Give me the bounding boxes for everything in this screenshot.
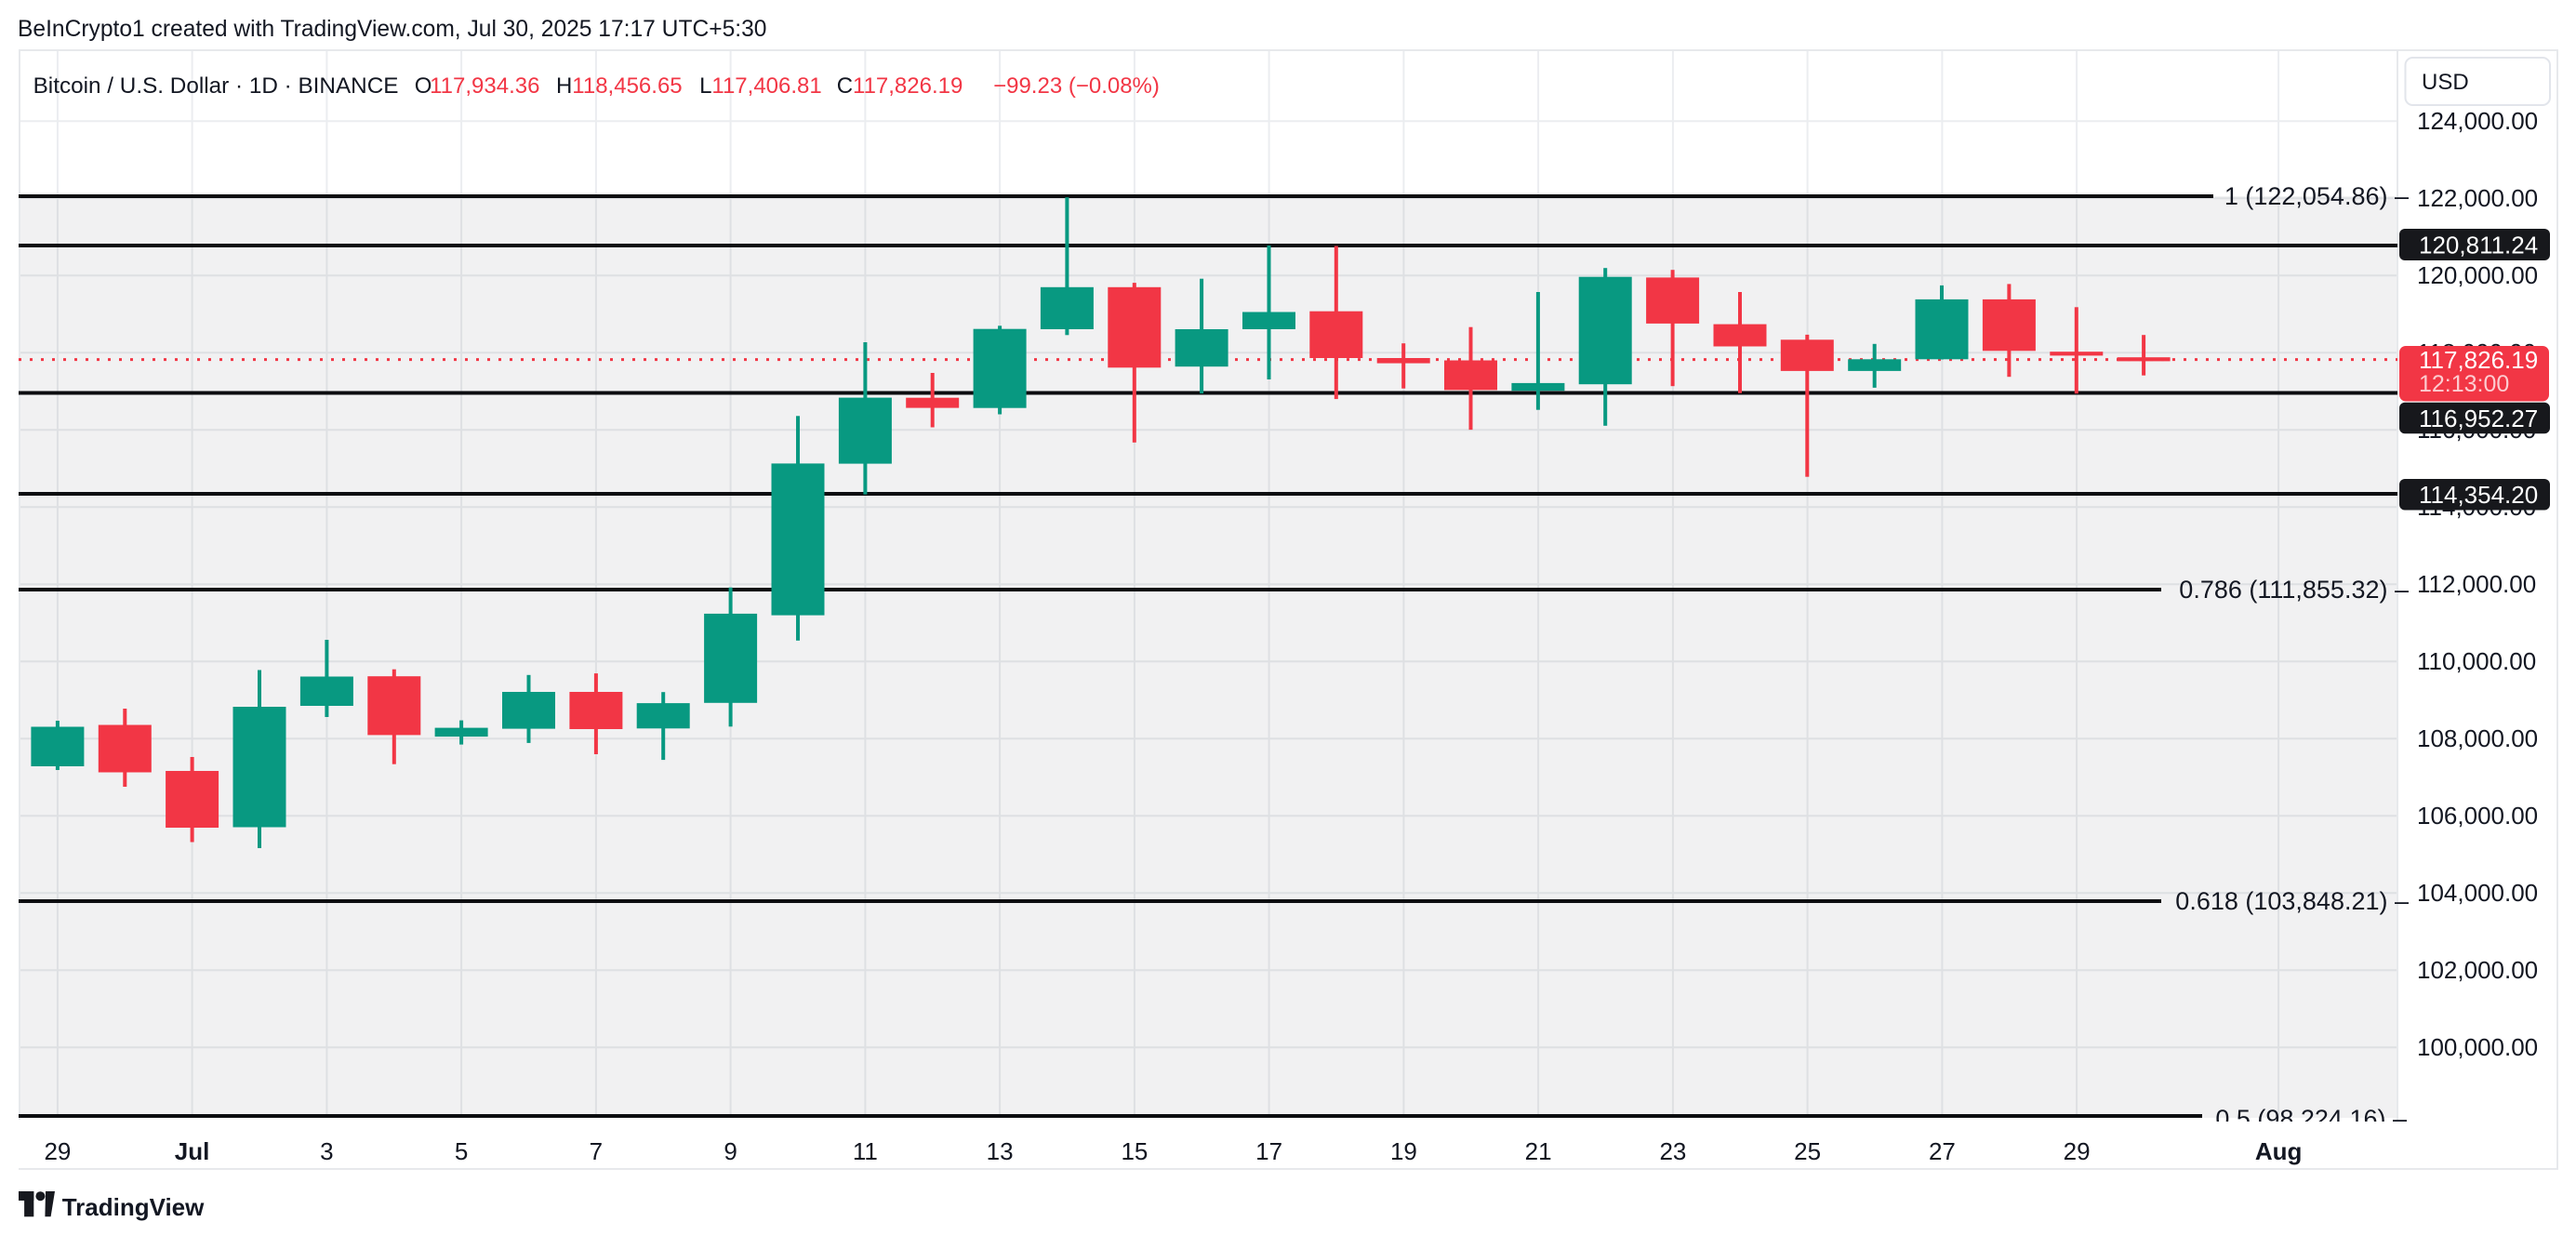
- svg-text:12:13:00: 12:13:00: [2419, 371, 2509, 397]
- svg-text:23: 23: [1659, 1137, 1686, 1165]
- svg-text:106,000.00: 106,000.00: [2417, 802, 2538, 830]
- svg-text:BeInCrypto1 created with Tradi: BeInCrypto1 created with TradingView.com…: [18, 17, 766, 42]
- svg-text:114,354.20: 114,354.20: [2419, 481, 2538, 509]
- svg-text:29: 29: [44, 1137, 71, 1165]
- svg-text:21: 21: [1525, 1137, 1552, 1165]
- svg-text:Jul: Jul: [175, 1137, 210, 1165]
- svg-text:17: 17: [1255, 1137, 1282, 1165]
- svg-text:27: 27: [1929, 1137, 1956, 1165]
- svg-text:TradingView: TradingView: [62, 1193, 205, 1221]
- svg-text:USD: USD: [2422, 70, 2469, 95]
- svg-text:19: 19: [1390, 1137, 1417, 1165]
- svg-text:120,811.24: 120,811.24: [2419, 232, 2538, 259]
- svg-text:−99.23 (−0.08%): −99.23 (−0.08%): [993, 73, 1160, 99]
- svg-text:Bitcoin / U.S. Dollar · 1D · B: Bitcoin / U.S. Dollar · 1D · BINANCE: [33, 73, 399, 99]
- svg-text:117,826.19: 117,826.19: [853, 73, 963, 99]
- svg-text:124,000.00: 124,000.00: [2417, 107, 2538, 135]
- svg-text:L: L: [699, 73, 711, 99]
- svg-text:H: H: [556, 73, 572, 99]
- svg-text:100,000.00: 100,000.00: [2417, 1033, 2538, 1061]
- svg-text:112,000.00: 112,000.00: [2417, 570, 2536, 598]
- svg-text:11: 11: [853, 1137, 878, 1165]
- svg-text:25: 25: [1794, 1137, 1821, 1165]
- svg-text:7: 7: [590, 1137, 603, 1165]
- svg-text:13: 13: [987, 1137, 1014, 1165]
- svg-text:15: 15: [1121, 1137, 1148, 1165]
- svg-text:110,000.00: 110,000.00: [2417, 647, 2536, 675]
- svg-text:C: C: [837, 73, 853, 99]
- svg-text:120,000.00: 120,000.00: [2417, 261, 2538, 289]
- svg-text:102,000.00: 102,000.00: [2417, 956, 2538, 984]
- svg-text:0.786 (111,855.32) –: 0.786 (111,855.32) –: [2179, 576, 2409, 604]
- svg-text:117,826.19: 117,826.19: [2419, 346, 2538, 374]
- svg-text:0.5 (98,224.16) –: 0.5 (98,224.16) –: [2215, 1105, 2407, 1133]
- svg-text:1 (122,054.86) –: 1 (122,054.86) –: [2224, 182, 2409, 210]
- svg-text:122,000.00: 122,000.00: [2417, 184, 2538, 212]
- svg-text:0.618 (103,848.21) –: 0.618 (103,848.21) –: [2175, 887, 2409, 915]
- svg-text:117,934.36: 117,934.36: [430, 73, 539, 99]
- svg-text:3: 3: [320, 1137, 333, 1165]
- svg-text:117,406.81: 117,406.81: [711, 73, 821, 99]
- svg-text:118,456.65: 118,456.65: [572, 73, 682, 99]
- svg-text:116,952.27: 116,952.27: [2419, 405, 2538, 432]
- svg-text:9: 9: [724, 1137, 737, 1165]
- svg-text:5: 5: [455, 1137, 468, 1165]
- svg-text:108,000.00: 108,000.00: [2417, 724, 2538, 752]
- svg-text:29: 29: [2064, 1137, 2091, 1165]
- svg-text:Aug: Aug: [2255, 1137, 2303, 1165]
- svg-text:O: O: [415, 73, 432, 99]
- svg-text:104,000.00: 104,000.00: [2417, 879, 2538, 907]
